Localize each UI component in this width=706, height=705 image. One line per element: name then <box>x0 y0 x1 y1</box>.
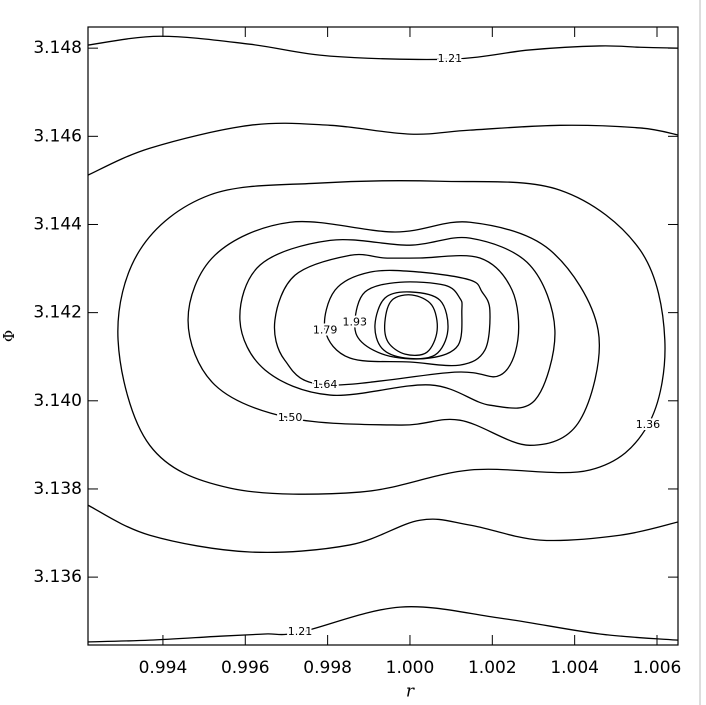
x-tick-label: 0.996 <box>221 658 270 678</box>
y-tick-label: 3.136 <box>33 567 82 587</box>
x-tick-label: 1.004 <box>550 658 599 678</box>
contour-line <box>88 35 678 61</box>
contour-label: 1.79 <box>313 323 338 336</box>
contour-line <box>273 253 520 386</box>
y-tick-label: 3.148 <box>33 38 82 58</box>
y-tick-label: 3.140 <box>33 391 82 411</box>
contour-label: 1.21 <box>288 625 313 638</box>
y-tick-label: 3.142 <box>33 303 82 323</box>
contour-line <box>323 269 491 367</box>
contour-line <box>117 180 666 495</box>
y-tick-label: 3.138 <box>33 479 82 499</box>
contour-label: 1.93 <box>343 315 368 328</box>
x-tick-label: 1.000 <box>386 658 435 678</box>
contour-line <box>354 281 463 360</box>
x-axis-label: r <box>406 682 415 702</box>
contour-label: 1.50 <box>278 411 303 424</box>
contour-label: 1.36 <box>636 418 661 431</box>
x-tick-label: 0.994 <box>139 658 188 678</box>
y-tick-label: 3.144 <box>33 214 82 234</box>
contour-line <box>187 220 600 446</box>
x-tick-label: 0.998 <box>303 658 352 678</box>
contour-label: 1.21 <box>438 52 463 65</box>
contour-line <box>88 504 678 554</box>
contour-line <box>88 606 678 643</box>
plot-frame <box>87 26 679 646</box>
contour-label: 1.64 <box>313 378 338 391</box>
x-tick-label: 1.002 <box>468 658 517 678</box>
contour-line <box>88 122 678 176</box>
contour-line <box>374 291 449 360</box>
contour-line <box>383 294 438 356</box>
y-axis-label: Φ <box>0 330 18 342</box>
contour-line <box>239 236 556 409</box>
x-tick-label: 1.006 <box>633 658 682 678</box>
y-tick-label: 3.146 <box>33 126 82 146</box>
